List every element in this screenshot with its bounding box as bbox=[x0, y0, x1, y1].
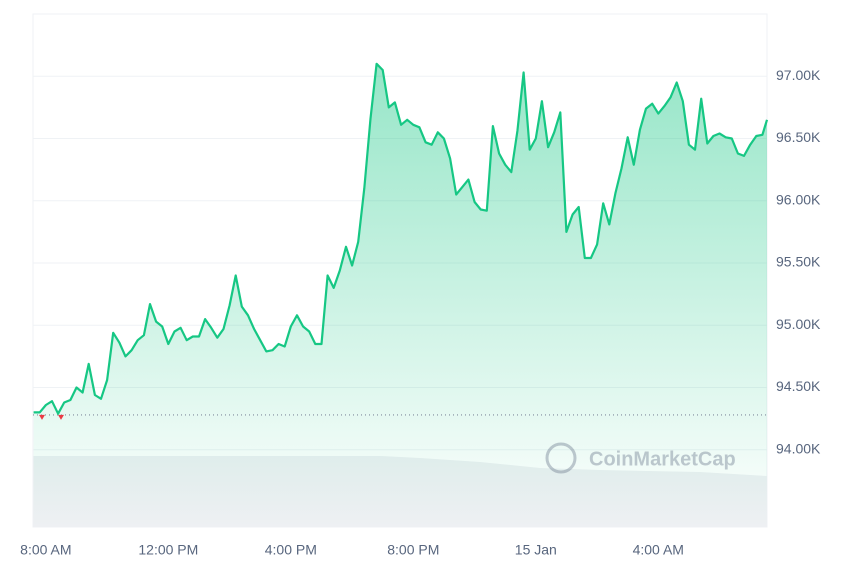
x-tick-label: 4:00 PM bbox=[265, 542, 317, 558]
x-tick-label: 8:00 PM bbox=[387, 542, 439, 558]
reference-marker bbox=[39, 414, 45, 420]
y-tick-label: 95.00K bbox=[776, 316, 821, 332]
y-tick-label: 96.50K bbox=[776, 129, 821, 145]
watermark-logo bbox=[545, 442, 577, 474]
price-line bbox=[33, 62, 769, 415]
plot-layer: 94.00K 94.50K 95.00K 95.50K 96.00K 96.50K 97.0… bbox=[20, 62, 821, 558]
x-tick-label: 12:00 PM bbox=[138, 542, 198, 558]
y-tick-label: 96.00K bbox=[776, 191, 821, 207]
watermark-text: CoinMarketCap bbox=[589, 448, 736, 470]
x-tick-label: 8:00 AM bbox=[20, 542, 71, 558]
x-tick-label: 4:00 AM bbox=[633, 542, 684, 558]
y-tick-label: 97.00K bbox=[776, 67, 821, 83]
reference-marker bbox=[58, 414, 64, 420]
y-tick-label: 94.00K bbox=[776, 441, 821, 457]
y-tick-label: 95.50K bbox=[776, 254, 821, 270]
y-tick-label: 94.50K bbox=[776, 378, 821, 394]
x-tick-label: 15 Jan bbox=[515, 542, 557, 558]
area-fill bbox=[33, 63, 768, 528]
watermark: CoinMarketCap bbox=[545, 442, 736, 474]
